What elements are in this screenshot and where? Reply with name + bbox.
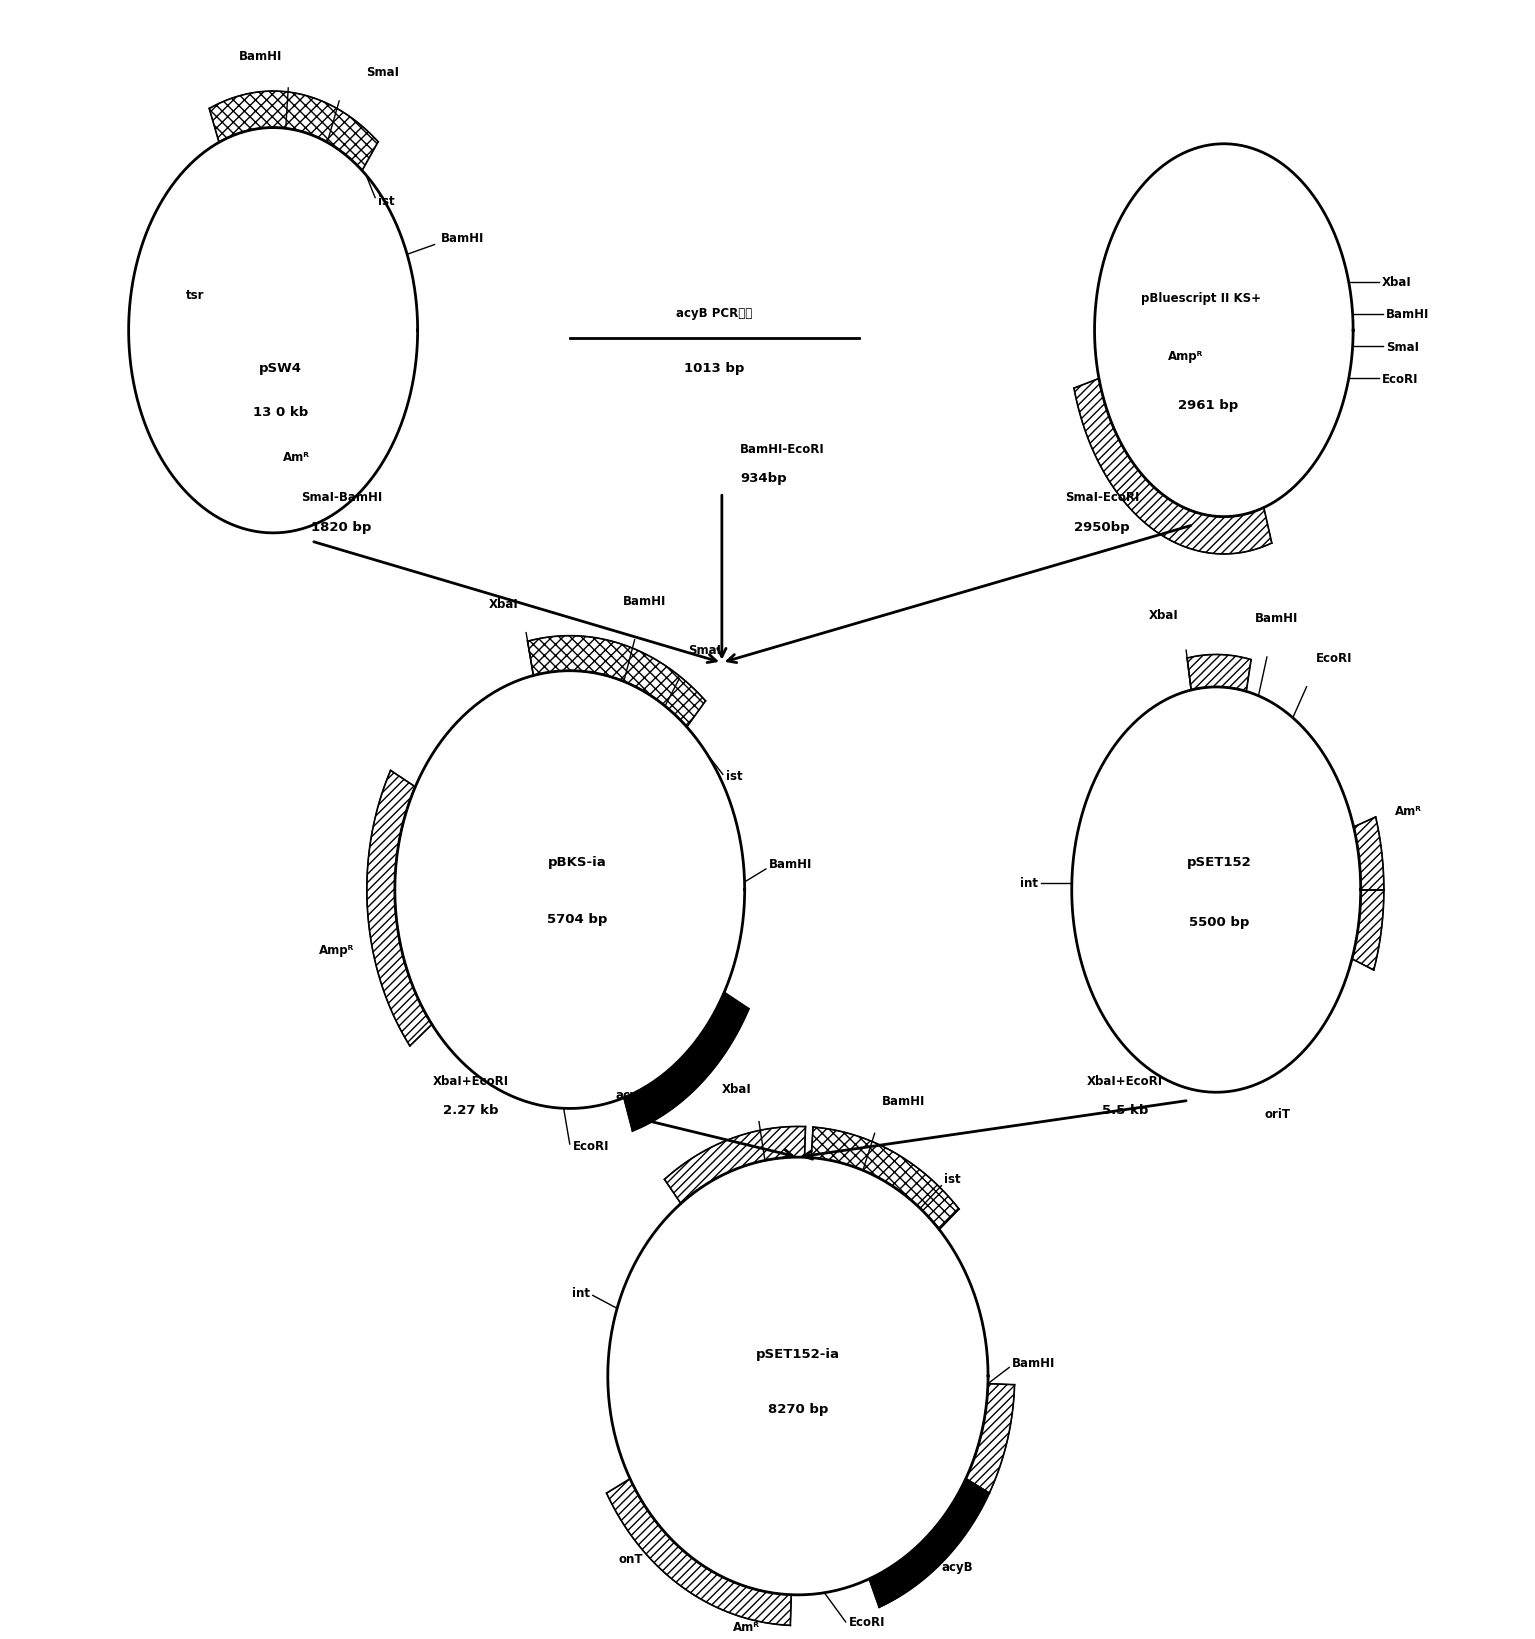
Text: BamHI: BamHI (239, 49, 282, 62)
Text: XbaI: XbaI (1382, 277, 1412, 288)
Text: EcoRI: EcoRI (1315, 651, 1352, 664)
Text: int: int (571, 1287, 589, 1298)
Text: BamHI: BamHI (1386, 308, 1429, 321)
Text: XbaI: XbaI (721, 1083, 751, 1096)
Text: pSW4: pSW4 (259, 362, 302, 375)
Text: SmaI: SmaI (688, 642, 721, 656)
Text: pSET152: pSET152 (1187, 856, 1251, 869)
Text: 2.27 kb: 2.27 kb (444, 1103, 499, 1116)
Text: 1820 bp: 1820 bp (312, 520, 371, 533)
Text: Amᴿ: Amᴿ (282, 451, 310, 464)
Text: Amᴿ: Amᴿ (1395, 805, 1421, 818)
Polygon shape (869, 1478, 990, 1608)
Text: tsr: tsr (186, 288, 204, 302)
Polygon shape (623, 993, 749, 1131)
Text: BamHI: BamHI (1012, 1355, 1056, 1369)
Polygon shape (528, 636, 706, 728)
Polygon shape (810, 1128, 959, 1229)
Text: 2961 bp: 2961 bp (1179, 398, 1239, 411)
Polygon shape (1354, 818, 1385, 890)
Text: onT: onT (619, 1552, 643, 1565)
Text: ist: ist (944, 1172, 961, 1185)
Polygon shape (1074, 379, 1273, 554)
Text: EcoRI: EcoRI (849, 1614, 886, 1628)
Text: Ampᴿ: Ampᴿ (319, 942, 355, 956)
Text: 1013 bp: 1013 bp (685, 362, 744, 375)
Text: Amᴿ: Amᴿ (734, 1619, 760, 1632)
Text: 8270 bp: 8270 bp (768, 1401, 827, 1414)
Text: XbaI+EcoRI: XbaI+EcoRI (433, 1075, 510, 1088)
Text: BamHI: BamHI (769, 857, 812, 870)
Polygon shape (966, 1383, 1015, 1493)
Text: XbaI+EcoRI: XbaI+EcoRI (1087, 1075, 1164, 1088)
Text: XbaI: XbaI (1148, 608, 1179, 621)
Text: SmaI-BamHI: SmaI-BamHI (301, 492, 382, 505)
Text: pBluescript II KS+: pBluescript II KS+ (1141, 292, 1262, 305)
Text: ist: ist (726, 770, 743, 783)
Text: 5.5 kb: 5.5 kb (1102, 1103, 1148, 1116)
Text: BamHI: BamHI (883, 1095, 926, 1108)
Polygon shape (1187, 656, 1251, 692)
Text: 934bp: 934bp (740, 472, 787, 485)
Text: acyB: acyB (616, 1088, 648, 1101)
Text: ist: ist (378, 195, 394, 208)
Text: EcoRI: EcoRI (573, 1139, 609, 1152)
Text: 2950bp: 2950bp (1074, 520, 1130, 533)
Text: XbaI: XbaI (488, 597, 519, 610)
Text: pBKS-ia: pBKS-ia (548, 856, 606, 869)
Text: 5704 bp: 5704 bp (546, 913, 608, 926)
Polygon shape (1352, 890, 1385, 970)
Text: BamHI: BamHI (1254, 611, 1299, 624)
Text: SmaI: SmaI (1386, 341, 1418, 354)
Text: 5500 bp: 5500 bp (1190, 916, 1249, 929)
Text: 13 0 kb: 13 0 kb (253, 405, 309, 418)
Polygon shape (367, 770, 431, 1046)
Text: BamHI: BamHI (441, 233, 484, 246)
Text: EcoRI: EcoRI (1382, 372, 1418, 385)
Text: acyB PCR产物: acyB PCR产物 (675, 306, 752, 320)
Polygon shape (665, 1126, 806, 1203)
Text: BamHI-EcoRI: BamHI-EcoRI (740, 443, 824, 456)
Polygon shape (209, 92, 378, 172)
Text: Ampᴿ: Ampᴿ (1168, 351, 1203, 364)
Polygon shape (606, 1478, 791, 1626)
Text: oriT: oriT (1265, 1108, 1291, 1121)
Text: acyB: acyB (941, 1560, 973, 1573)
Text: BamHI: BamHI (623, 595, 666, 608)
Text: SmaI-EcoRI: SmaI-EcoRI (1065, 492, 1139, 505)
Text: int: int (1021, 877, 1038, 890)
Text: SmaI: SmaI (367, 66, 399, 79)
Text: pSET152-ia: pSET152-ia (755, 1347, 840, 1360)
